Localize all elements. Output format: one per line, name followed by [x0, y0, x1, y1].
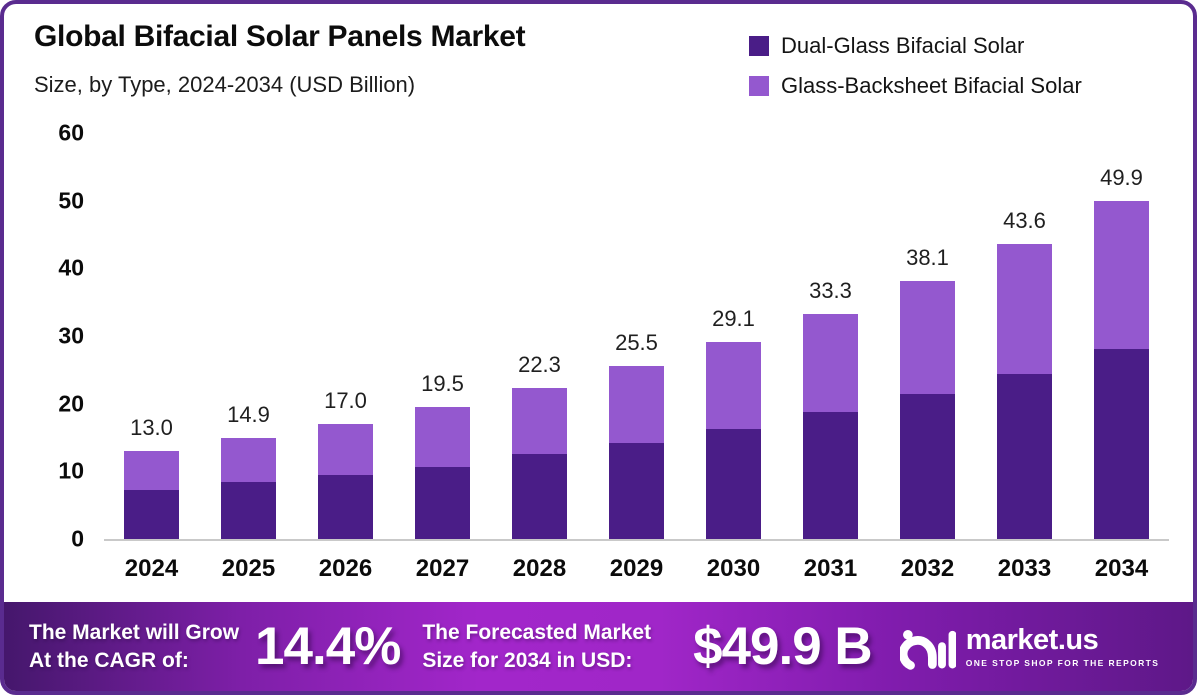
bar-total-label: 38.1	[906, 245, 949, 271]
bar-segment-dual-glass	[124, 490, 179, 539]
bar-2031: 33.3	[803, 133, 858, 539]
legend-swatch-glass-backsheet-icon	[749, 75, 769, 96]
y-tick-label: 30	[58, 322, 84, 349]
x-tick-label: 2025	[221, 555, 276, 582]
bar-total-label: 14.9	[227, 402, 270, 428]
legend-label: Glass-Backsheet Bifacial Solar	[781, 72, 1082, 98]
forecast-label-line1: The Forecasted Market	[422, 621, 652, 645]
brand-tagline: ONE STOP SHOP FOR THE REPORTS	[965, 657, 1160, 668]
forecast-label-line2: Size for 2034 in USD:	[422, 648, 633, 672]
x-axis: 2024 2025 2026 2027 2028 2029 2030 2031 2032 2033…	[104, 555, 1169, 587]
bar-segment-dual-glass	[900, 393, 955, 539]
bar-total-label: 29.1	[712, 306, 755, 332]
x-tick-label: 2030	[706, 555, 761, 582]
bar-2032: 38.1	[900, 133, 955, 539]
x-tick-label: 2029	[609, 555, 664, 582]
y-tick-label: 60	[58, 119, 84, 146]
market-us-logo-icon	[899, 629, 956, 670]
y-tick-label: 50	[58, 187, 84, 214]
bar-segment-dual-glass	[997, 373, 1052, 539]
bar-segment-dual-glass	[318, 474, 373, 539]
page-title: Global Bifacial Solar Panels Market	[34, 20, 526, 53]
bar-2027: 19.5	[415, 133, 470, 539]
cagr-label-line1: The Market will Grow	[29, 621, 240, 645]
bar-2025: 14.9	[221, 133, 276, 539]
x-tick-label: 2032	[900, 555, 955, 582]
brand-block: market.us ONE STOP SHOP FOR THE REPORTS	[899, 620, 1160, 674]
x-tick-label: 2026	[318, 555, 373, 582]
bar-segment-glass-backsheet	[997, 244, 1052, 374]
brand-name: market.us	[965, 623, 1099, 656]
bar-segment-glass-backsheet	[706, 342, 761, 429]
bar-total-label: 25.5	[615, 330, 658, 356]
cagr-value: 14.4%	[255, 617, 401, 676]
x-tick-label: 2031	[803, 555, 858, 582]
x-tick-label: 2028	[512, 555, 567, 582]
bar-total-label: 43.6	[1003, 207, 1046, 233]
y-tick-label: 40	[58, 254, 84, 281]
legend: Dual-Glass Bifacial Solar Glass-Backshee…	[749, 32, 1082, 99]
bar-segment-glass-backsheet	[803, 313, 858, 413]
y-tick-label: 10	[58, 457, 84, 484]
plot-area: 13.0 14.9 17.0 19.5 22.3 25.5 29.1 33.3 38.1 43.6…	[104, 133, 1169, 541]
bar-2034: 49.9	[1094, 133, 1149, 539]
x-tick-label: 2034	[1094, 555, 1149, 582]
page-subtitle: Size, by Type, 2024-2034 (USD Billion)	[34, 72, 416, 97]
bar-total-label: 49.9	[1100, 165, 1143, 191]
bar-segment-dual-glass	[415, 466, 470, 539]
forecast-label: The Forecasted Market Size for 2034 in U…	[422, 619, 651, 674]
cagr-label: The Market will Grow At the CAGR of:	[29, 619, 239, 674]
bar-2026: 17.0	[318, 133, 373, 539]
cagr-label-line2: At the CAGR of:	[29, 648, 189, 672]
x-tick-label: 2033	[997, 555, 1052, 582]
y-tick-label: 20	[58, 390, 84, 417]
bar-2024: 13.0	[124, 133, 179, 539]
bar-segment-dual-glass	[1094, 348, 1149, 539]
bar-2028: 22.3	[512, 133, 567, 539]
footer-banner: The Market will Grow At the CAGR of: 14.…	[4, 602, 1193, 691]
legend-swatch-dual-glass-icon	[749, 35, 769, 56]
bar-segment-glass-backsheet	[318, 423, 373, 475]
bar-total-label: 19.5	[421, 371, 464, 397]
bar-segment-glass-backsheet	[124, 451, 179, 491]
bar-segment-glass-backsheet	[900, 281, 955, 394]
bar-total-label: 17.0	[324, 387, 367, 413]
bar-segment-dual-glass	[803, 412, 858, 539]
y-tick-label: 0	[71, 525, 84, 552]
bar-total-label: 33.3	[809, 277, 852, 303]
bar-2029: 25.5	[609, 133, 664, 539]
bar-segment-dual-glass	[706, 428, 761, 539]
bar-2033: 43.6	[997, 133, 1052, 539]
bar-2030: 29.1	[706, 133, 761, 539]
bar-segment-glass-backsheet	[221, 438, 276, 483]
legend-label: Dual-Glass Bifacial Solar	[781, 32, 1025, 58]
x-tick-label: 2024	[124, 555, 179, 582]
bar-segment-glass-backsheet	[415, 407, 470, 467]
bar-segment-dual-glass	[512, 454, 567, 539]
bar-total-label: 22.3	[518, 352, 561, 378]
y-axis: 0 10 20 30 40 50 60	[4, 120, 84, 552]
forecast-value: $49.9 B	[693, 617, 873, 676]
x-tick-label: 2027	[415, 555, 470, 582]
legend-item-dual-glass: Dual-Glass Bifacial Solar	[749, 32, 1082, 59]
bar-segment-dual-glass	[221, 482, 276, 539]
bar-segment-dual-glass	[609, 442, 664, 539]
brand-text: market.us ONE STOP SHOP FOR THE REPORTS	[965, 623, 1160, 668]
bar-segment-glass-backsheet	[1094, 201, 1149, 349]
bar-total-label: 13.0	[130, 415, 173, 441]
legend-item-glass-backsheet: Glass-Backsheet Bifacial Solar	[749, 72, 1082, 99]
bar-segment-glass-backsheet	[609, 366, 664, 443]
bar-segment-glass-backsheet	[512, 388, 567, 455]
